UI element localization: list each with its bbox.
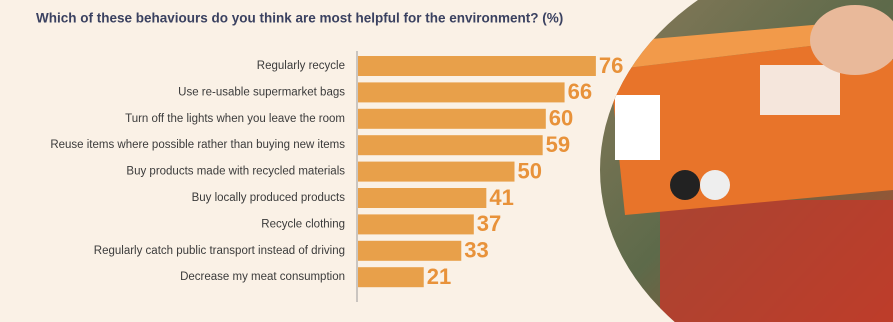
value-label: 41	[489, 185, 513, 210]
category-label: Decrease my meat consumption	[180, 271, 345, 283]
photo-icon	[700, 170, 730, 200]
bar	[358, 214, 474, 235]
category-label: Turn off the lights when you leave the r…	[125, 113, 345, 125]
photo-box-top	[610, 20, 870, 70]
bar	[358, 82, 565, 103]
value-label: 60	[549, 106, 573, 131]
photo-shelf	[660, 200, 893, 322]
value-label: 37	[477, 211, 501, 236]
category-label: Recycle clothing	[261, 218, 345, 230]
category-label: Reuse items where possible rather than b…	[50, 139, 345, 151]
photo-label	[760, 65, 840, 115]
chart-title: Which of these behaviours do you think a…	[36, 11, 563, 26]
bar	[358, 267, 424, 288]
category-label: Buy locally produced products	[192, 192, 346, 204]
bar	[358, 135, 543, 156]
value-label: 50	[518, 158, 542, 183]
category-label: Regularly recycle	[257, 60, 345, 72]
photo	[600, 0, 893, 322]
value-label: 33	[464, 238, 488, 263]
value-label: 66	[568, 79, 592, 104]
bar	[358, 240, 462, 261]
category-label: Buy products made with recycled material…	[126, 166, 345, 178]
value-label: 59	[546, 132, 570, 157]
photo-icon	[670, 170, 700, 200]
category-label: Use re-usable supermarket bags	[178, 86, 345, 98]
bar	[358, 161, 515, 182]
bar	[358, 188, 487, 208]
photo-barcode	[615, 95, 660, 160]
value-label: 76	[599, 53, 623, 78]
bar	[358, 108, 546, 129]
bar	[358, 56, 596, 76]
value-label: 21	[427, 264, 451, 289]
category-label: Regularly catch public transport instead…	[94, 245, 345, 257]
photo-hand	[810, 5, 893, 75]
